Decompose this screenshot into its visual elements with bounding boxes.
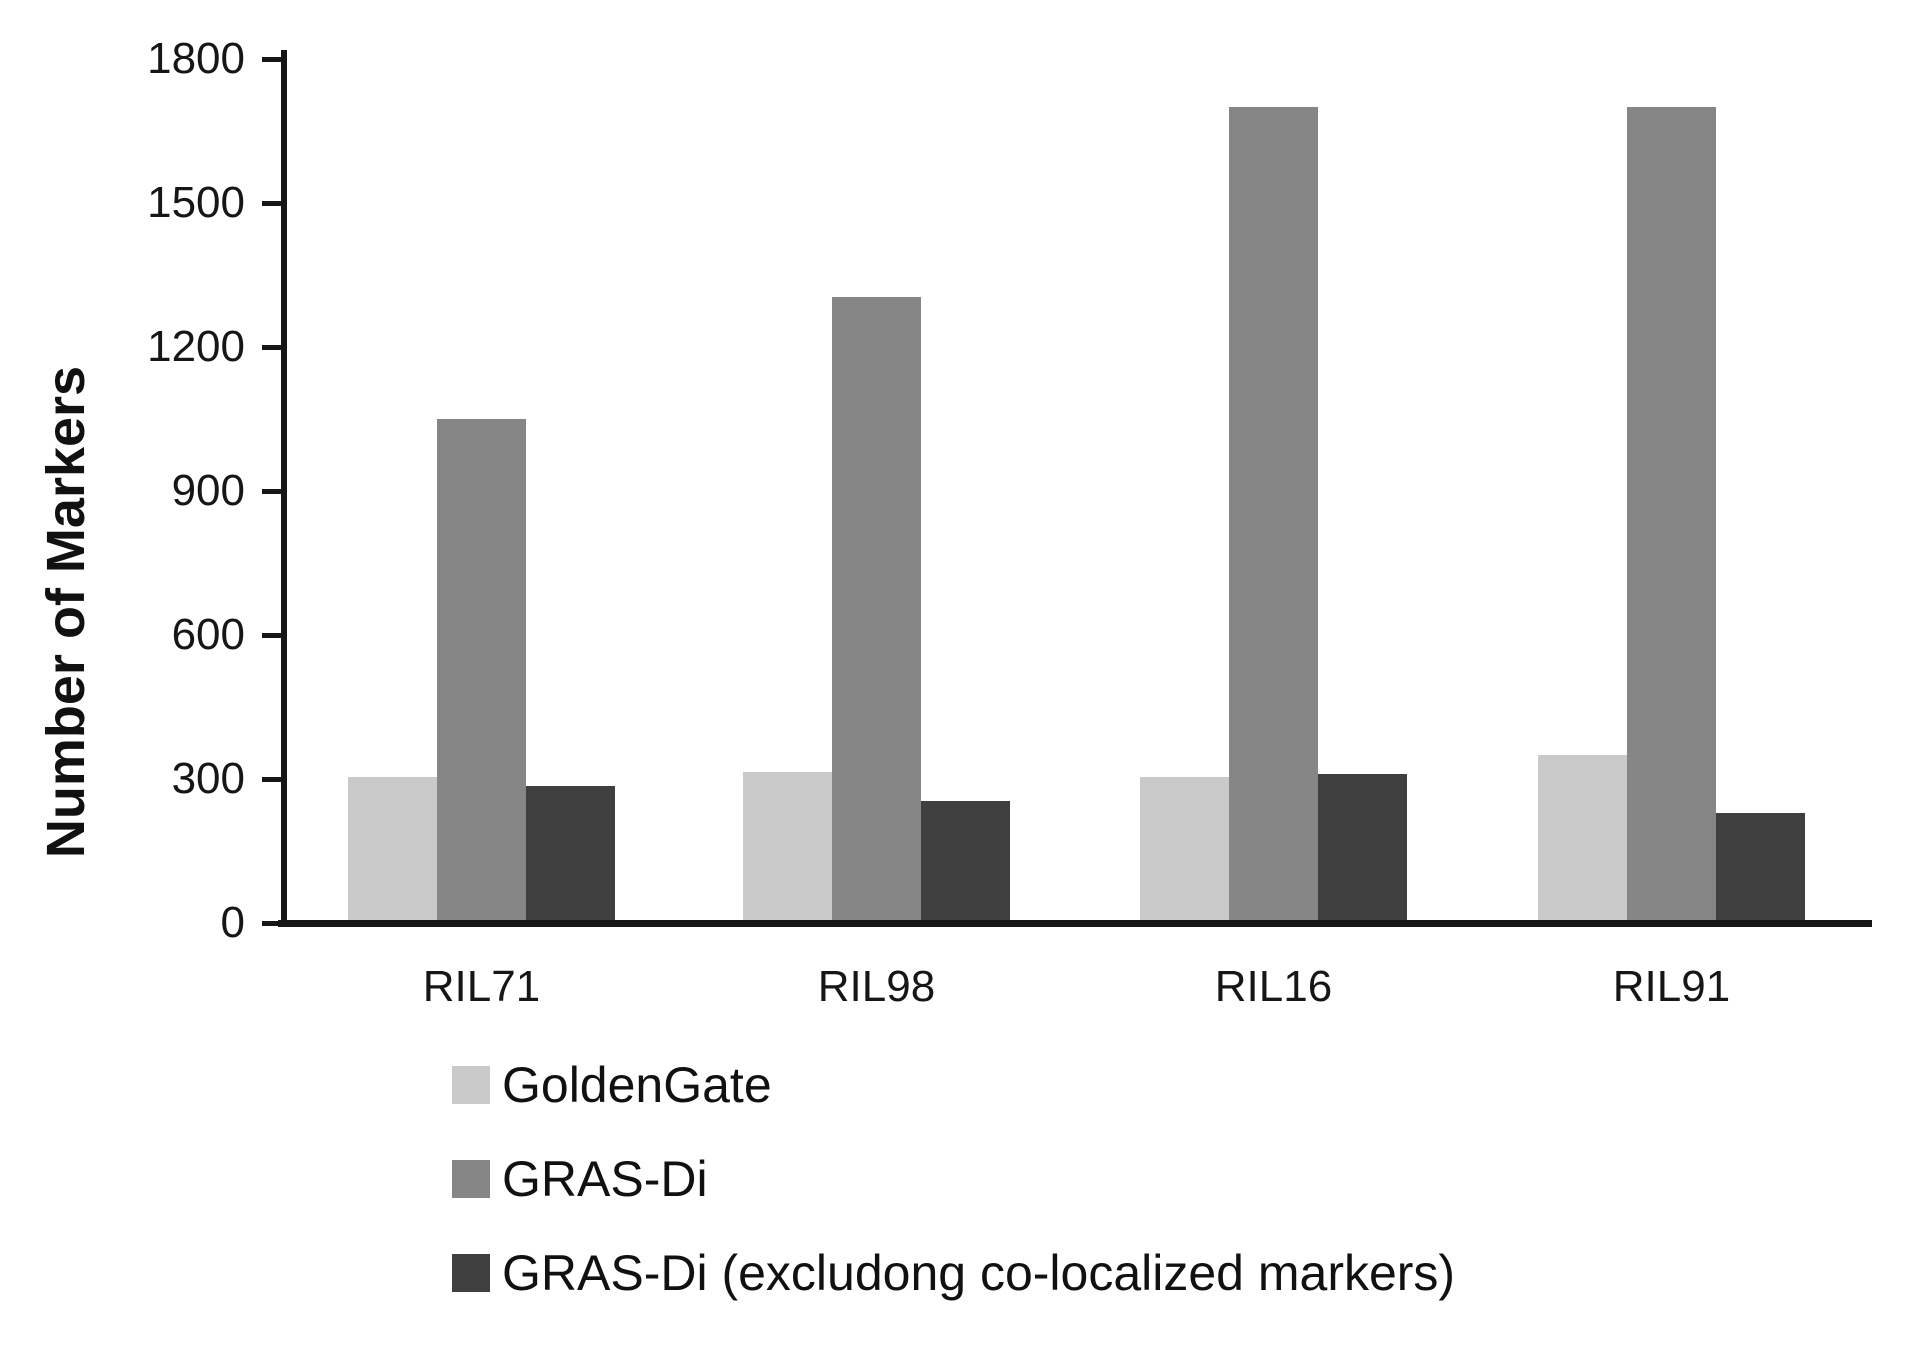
- y-tick-label: 0: [220, 898, 245, 947]
- legend-swatch-goldengate: [452, 1066, 490, 1104]
- legend-label-gras-di-excludong-co-localized-markers: GRAS-Di (excludong co-localized markers): [502, 1245, 1456, 1301]
- y-tick-label: 300: [171, 754, 245, 803]
- bar-ril91-gras-di: [1627, 107, 1716, 923]
- x-axis-line: [278, 920, 1872, 927]
- y-tick-mark: [262, 200, 281, 206]
- y-tick-mark: [262, 344, 281, 350]
- y-tick-mark: [262, 776, 281, 782]
- legend-swatch-gras-di-excludong-co-localized-markers: [452, 1254, 490, 1292]
- y-tick-label: 1500: [147, 178, 245, 227]
- x-axis-label-ril98: RIL98: [817, 962, 936, 1011]
- bar-ril98-gras-di: [832, 297, 921, 923]
- y-tick-label: 1200: [147, 322, 245, 371]
- legend-swatch-gras-di: [452, 1160, 490, 1198]
- x-axis-label-ril91: RIL91: [1612, 962, 1731, 1011]
- bar-ril16-goldengate: [1140, 777, 1229, 923]
- y-tick-mark: [262, 632, 281, 638]
- y-tick-mark: [262, 920, 281, 926]
- y-tick-mark: [262, 488, 281, 494]
- y-axis-line: [281, 50, 287, 927]
- x-axis-label-ril16: RIL16: [1214, 962, 1333, 1011]
- y-tick-label: 900: [171, 466, 245, 515]
- bar-ril71-gras-di: [437, 419, 526, 923]
- x-axis-label-ril71: RIL71: [422, 962, 541, 1011]
- bar-ril71-gras-di-excludong-co-localized-markers: [526, 786, 615, 923]
- bar-ril98-goldengate: [743, 772, 832, 923]
- bar-ril16-gras-di-excludong-co-localized-markers: [1318, 774, 1407, 923]
- y-tick-mark: [262, 56, 281, 62]
- y-tick-label: 600: [171, 610, 245, 659]
- y-tick-label: 1800: [147, 34, 245, 83]
- bar-ril98-gras-di-excludong-co-localized-markers: [921, 801, 1010, 923]
- bar-ril71-goldengate: [348, 777, 437, 923]
- bar-ril16-gras-di: [1229, 107, 1318, 923]
- legend-label-goldengate: GoldenGate: [502, 1057, 772, 1113]
- bar-ril91-goldengate: [1538, 755, 1627, 923]
- legend-label-gras-di: GRAS-Di: [502, 1151, 708, 1207]
- bar-ril91-gras-di-excludong-co-localized-markers: [1716, 813, 1805, 923]
